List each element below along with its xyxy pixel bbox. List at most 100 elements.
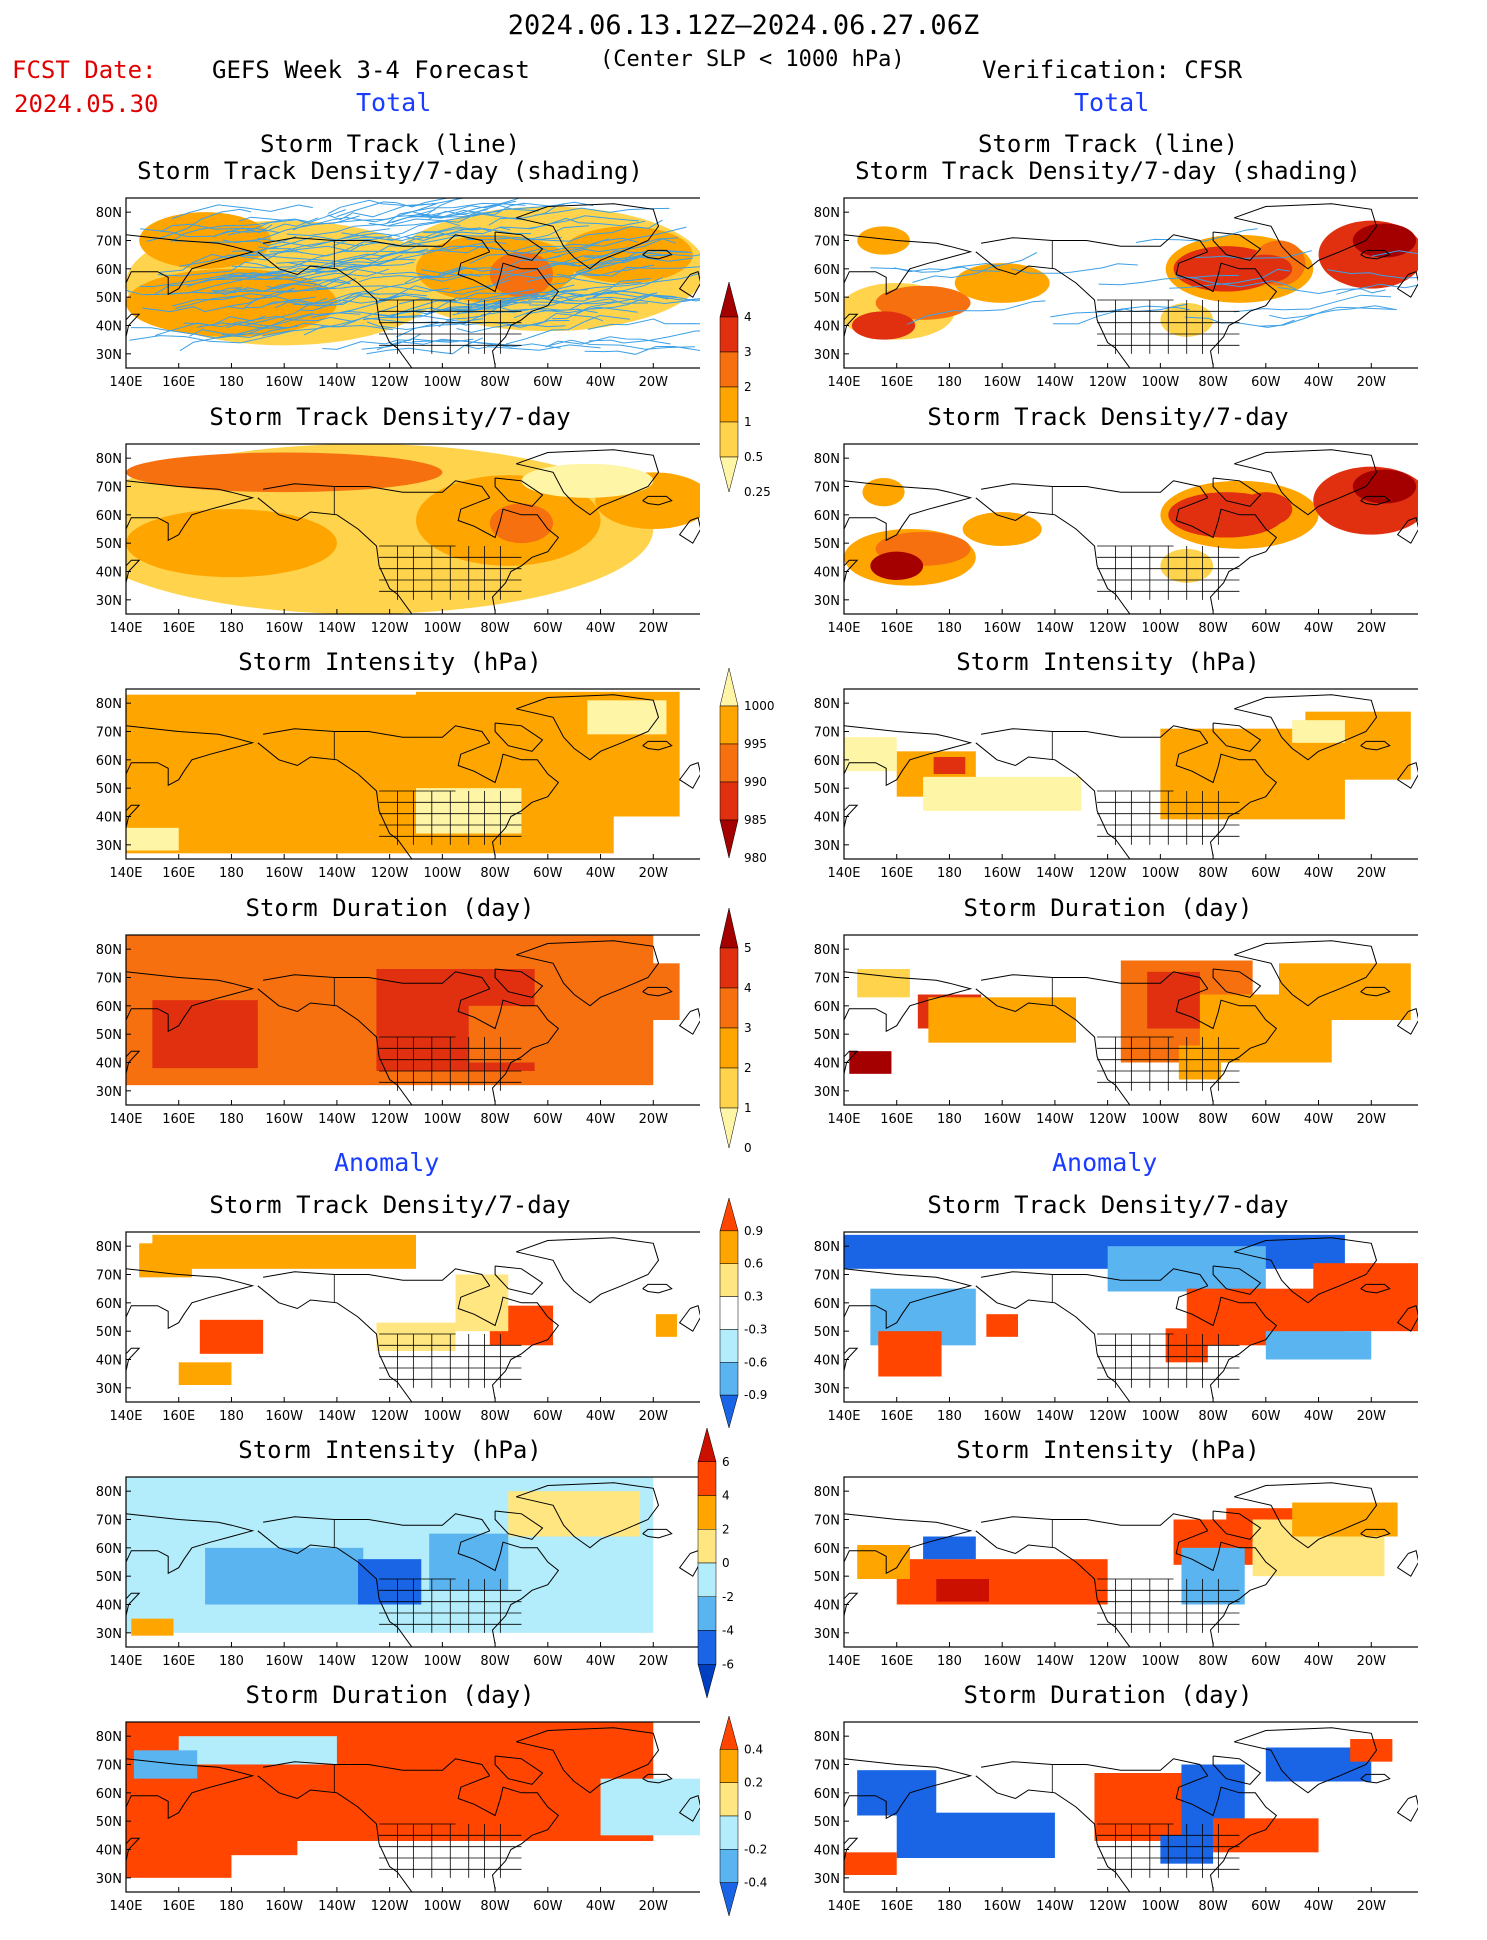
storm-track-line — [446, 320, 566, 328]
storm-track-line — [421, 269, 551, 279]
lat-tick-label: 30N — [96, 348, 122, 363]
storm-track-line — [289, 244, 421, 268]
lon-tick-label: 120W — [1089, 375, 1127, 390]
lat-tick-label: 30N — [96, 1627, 122, 1642]
colorbar-tick-label: -0.6 — [744, 1355, 767, 1369]
lon-tick-label: 160W — [983, 621, 1021, 636]
lon-tick-label: 20W — [639, 866, 669, 881]
storm-track-line — [226, 315, 355, 329]
lon-tick-label: 160W — [265, 1112, 303, 1127]
lon-tick-label: 180 — [219, 1409, 244, 1424]
lon-tick-label: 120W — [1089, 866, 1127, 881]
section-anomaly-left: Anomaly — [334, 1148, 440, 1177]
lon-tick-label: 80W — [1198, 866, 1228, 881]
lon-tick-label: 160W — [983, 1899, 1021, 1914]
lon-tick-label: 180 — [219, 1654, 244, 1669]
colorbar-tick-label: 0.5 — [744, 450, 763, 464]
lon-tick-label: 80W — [480, 1899, 510, 1914]
colorbar-tick-label: -0.9 — [744, 1388, 767, 1402]
storm-track-line — [366, 320, 471, 331]
lon-tick-label: 60W — [1251, 1654, 1281, 1669]
map-track-verification: 80N 70N 60N 50N 40N 30N 140E 160E 180 160W 140W 120… — [798, 190, 1418, 390]
colorbar-anom-density: 0.9 0.6 0.3 -0.3 -0.6 -0.9 — [718, 1178, 788, 1452]
lat-tick-label: 40N — [814, 1599, 840, 1614]
storm-track-line — [327, 203, 436, 221]
lat-tick-label: 80N — [814, 1730, 840, 1745]
storm-track-line — [207, 268, 354, 281]
colorbar-tick-label: 1 — [744, 415, 752, 429]
storm-track-line — [129, 329, 295, 344]
panel-title-anom-duration-left: Storm Duration (day) — [245, 1681, 535, 1709]
colorbar-tick-label: 0.2 — [744, 1776, 763, 1790]
storm-track-line — [453, 284, 575, 303]
lon-tick-label: 140W — [318, 1409, 356, 1424]
lat-tick-label: 70N — [96, 972, 122, 987]
lon-tick-label: 20W — [1357, 621, 1387, 636]
map-svg: 80N 70N 60N 50N 40N 30N 140E 160E 180 160W 140W 120… — [96, 1231, 700, 1424]
lat-tick-label: 50N — [814, 1325, 840, 1340]
lon-tick-label: 80W — [1198, 1899, 1228, 1914]
colorbar-tick-label: -2 — [722, 1590, 734, 1604]
lat-tick-label: 60N — [814, 1542, 840, 1557]
lon-tick-label: 120W — [1089, 1899, 1127, 1914]
colorbar-tick-label: 0.3 — [744, 1290, 763, 1304]
storm-track-line — [183, 321, 289, 329]
storm-track-line — [536, 226, 687, 248]
lat-tick-label: 30N — [96, 1382, 122, 1397]
lon-tick-label: 120W — [371, 375, 409, 390]
lat-tick-label: 70N — [814, 235, 840, 250]
lon-tick-label: 100W — [424, 621, 462, 636]
lat-tick-label: 30N — [814, 348, 840, 363]
panel-title-duration-left: Storm Duration (day) — [245, 894, 535, 922]
fcst-date-label: FCST Date: — [12, 56, 157, 84]
lon-tick-label: 160W — [265, 1409, 303, 1424]
lat-tick-label: 30N — [96, 594, 122, 609]
lat-tick-label: 80N — [814, 943, 840, 958]
lon-tick-label: 140W — [318, 621, 356, 636]
lat-tick-label: 40N — [96, 1599, 122, 1614]
lon-tick-label: 100W — [1142, 866, 1180, 881]
map-density-verification: 80N 70N 60N 50N 40N 30N 140E 160E 180 160W 140W 120… — [798, 436, 1418, 636]
storm-track-line — [413, 198, 461, 216]
lon-tick-label: 140W — [318, 866, 356, 881]
colorbar-tick-label: 0 — [744, 1141, 752, 1155]
lon-tick-label: 40W — [586, 1409, 616, 1424]
storm-track-line — [167, 265, 320, 294]
storm-track-line — [146, 208, 252, 242]
storm-track-line — [269, 241, 396, 257]
storm-track-line — [466, 225, 589, 241]
colorbar-tick-label: 4 — [722, 1489, 730, 1503]
lon-tick-label: 160E — [162, 375, 195, 390]
map-svg: 80N 70N 60N 50N 40N 30N 140E 160E 180 160W 140W 120… — [814, 443, 1418, 636]
storm-track-line — [584, 346, 700, 355]
lat-tick-label: 40N — [96, 1844, 122, 1859]
colorbar-tick-label: -0.4 — [744, 1876, 767, 1890]
lon-tick-label: 120W — [1089, 1654, 1127, 1669]
storm-track-line — [212, 287, 336, 296]
lon-tick-label: 40W — [586, 375, 616, 390]
storm-track-line — [536, 278, 651, 298]
lon-tick-label: 140E — [827, 1654, 860, 1669]
lon-tick-label: 120W — [371, 1409, 409, 1424]
lat-tick-label: 60N — [96, 754, 122, 769]
lon-tick-label: 180 — [937, 1899, 962, 1914]
storm-track-line — [575, 256, 693, 273]
lon-tick-label: 140W — [318, 1654, 356, 1669]
lon-tick-label: 160E — [880, 621, 913, 636]
lon-tick-label: 160W — [983, 1112, 1021, 1127]
storm-track-line — [159, 245, 278, 273]
panel-title-track-shading-right: Storm Track Density/7-day (shading) — [855, 157, 1361, 185]
storm-track-line — [1098, 274, 1239, 286]
storm-track-line — [1277, 287, 1386, 295]
lon-tick-label: 120W — [1089, 1112, 1127, 1127]
storm-track-line — [322, 333, 421, 350]
lat-tick-label: 70N — [814, 1759, 840, 1774]
storm-track-line — [534, 207, 670, 216]
lat-tick-label: 50N — [814, 291, 840, 306]
lon-tick-label: 180 — [937, 1654, 962, 1669]
storm-track-line — [211, 280, 351, 293]
lon-tick-label: 20W — [1357, 1654, 1387, 1669]
storm-track-line — [421, 202, 554, 219]
storm-track-line — [451, 262, 581, 293]
panel-title-anom-duration-right: Storm Duration (day) — [963, 1681, 1253, 1709]
